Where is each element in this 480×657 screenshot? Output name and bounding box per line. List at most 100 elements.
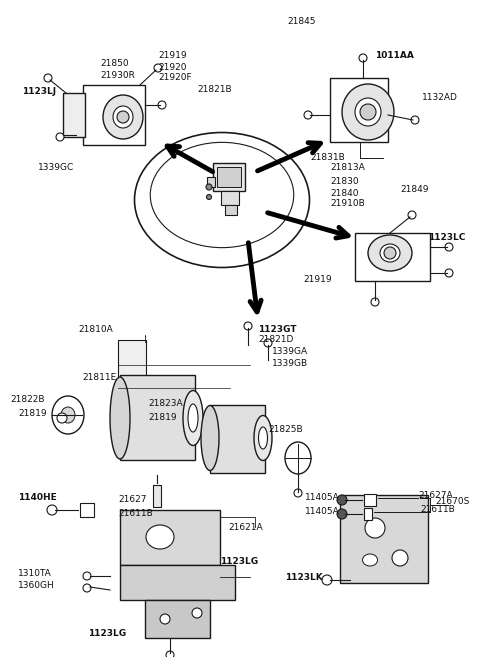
Text: 1360GH: 1360GH [18, 581, 55, 589]
Bar [213, 163, 245, 191]
Ellipse shape [61, 407, 75, 423]
Text: 1123LK: 1123LK [285, 572, 323, 581]
Text: 21825B: 21825B [268, 426, 302, 434]
Text: 21810A: 21810A [78, 325, 113, 334]
Circle shape [154, 64, 162, 72]
Text: 21850: 21850 [100, 60, 129, 68]
Bar [120, 375, 195, 460]
Circle shape [322, 575, 332, 585]
Ellipse shape [355, 98, 381, 126]
Ellipse shape [150, 143, 294, 248]
Text: 21811E: 21811E [82, 373, 116, 382]
Circle shape [160, 614, 170, 624]
Text: 21813A: 21813A [330, 164, 365, 173]
Circle shape [445, 269, 453, 277]
Circle shape [244, 322, 252, 330]
Ellipse shape [52, 396, 84, 434]
Bar [118, 340, 146, 455]
Circle shape [359, 54, 367, 62]
Text: 21910B: 21910B [330, 200, 365, 208]
Circle shape [411, 116, 419, 124]
Bar [120, 510, 220, 565]
Ellipse shape [183, 390, 203, 445]
Circle shape [384, 247, 396, 259]
Ellipse shape [342, 84, 394, 140]
Ellipse shape [380, 244, 400, 262]
Text: 21831B: 21831B [310, 152, 345, 162]
Text: 21919: 21919 [158, 51, 187, 60]
Bar [225, 205, 237, 215]
Bar [340, 495, 428, 583]
Circle shape [117, 111, 129, 123]
Text: 1132AD: 1132AD [422, 93, 458, 101]
Circle shape [371, 298, 379, 306]
Circle shape [360, 104, 376, 120]
Circle shape [56, 133, 64, 141]
Text: 21821D: 21821D [258, 336, 293, 344]
Bar [330, 78, 388, 142]
Circle shape [158, 101, 166, 109]
Text: 21849: 21849 [400, 185, 429, 194]
Ellipse shape [113, 106, 133, 128]
Ellipse shape [103, 95, 143, 139]
Text: 21920: 21920 [158, 62, 187, 72]
Bar [207, 177, 215, 187]
Circle shape [337, 495, 347, 505]
Text: 21611B: 21611B [420, 505, 455, 514]
Ellipse shape [362, 554, 377, 566]
Text: 11405A: 11405A [305, 507, 340, 516]
Ellipse shape [254, 415, 272, 461]
Circle shape [57, 413, 67, 423]
Text: 21930R: 21930R [100, 70, 135, 79]
Bar [63, 93, 85, 137]
Ellipse shape [134, 133, 310, 267]
Bar [80, 503, 94, 517]
Text: 1339GA: 1339GA [272, 348, 308, 357]
Text: 1123LG: 1123LG [220, 558, 258, 566]
Text: 1140HE: 1140HE [18, 493, 57, 501]
Bar [364, 494, 376, 506]
Circle shape [304, 111, 312, 119]
Text: 1123GT: 1123GT [258, 325, 297, 334]
Ellipse shape [368, 235, 412, 271]
Text: 21823A: 21823A [148, 399, 182, 407]
Text: 21845: 21845 [288, 18, 316, 26]
Circle shape [392, 550, 408, 566]
Text: 21819: 21819 [18, 409, 47, 417]
Bar [83, 85, 145, 145]
Text: 21920F: 21920F [158, 74, 192, 83]
Text: 1339GB: 1339GB [272, 359, 308, 367]
Circle shape [44, 74, 52, 82]
Text: 1011AA: 1011AA [375, 51, 414, 60]
Circle shape [294, 489, 302, 497]
Text: 21840: 21840 [330, 189, 359, 198]
Circle shape [192, 608, 202, 618]
Ellipse shape [188, 404, 198, 432]
Text: 21670S: 21670S [435, 497, 469, 507]
Bar [145, 600, 210, 638]
Text: 1123LJ: 1123LJ [22, 87, 56, 97]
Circle shape [337, 509, 347, 519]
Circle shape [206, 184, 212, 190]
Bar [221, 191, 239, 205]
Ellipse shape [259, 427, 267, 449]
Circle shape [365, 518, 385, 538]
Text: 11405A: 11405A [305, 493, 340, 501]
Text: 1123LG: 1123LG [88, 629, 126, 637]
Circle shape [408, 211, 416, 219]
Text: 21830: 21830 [330, 177, 359, 187]
Text: 21919: 21919 [304, 275, 332, 284]
Bar [120, 565, 235, 600]
Bar [210, 405, 265, 473]
Text: 21819: 21819 [148, 413, 177, 422]
Circle shape [83, 572, 91, 580]
Bar [153, 485, 161, 507]
Circle shape [83, 584, 91, 592]
Text: 21822B: 21822B [10, 396, 45, 405]
Text: 21627A: 21627A [418, 491, 453, 499]
Text: 21627: 21627 [118, 495, 146, 505]
Ellipse shape [285, 442, 311, 474]
Circle shape [264, 339, 272, 347]
Ellipse shape [110, 377, 130, 459]
Bar [355, 233, 430, 281]
